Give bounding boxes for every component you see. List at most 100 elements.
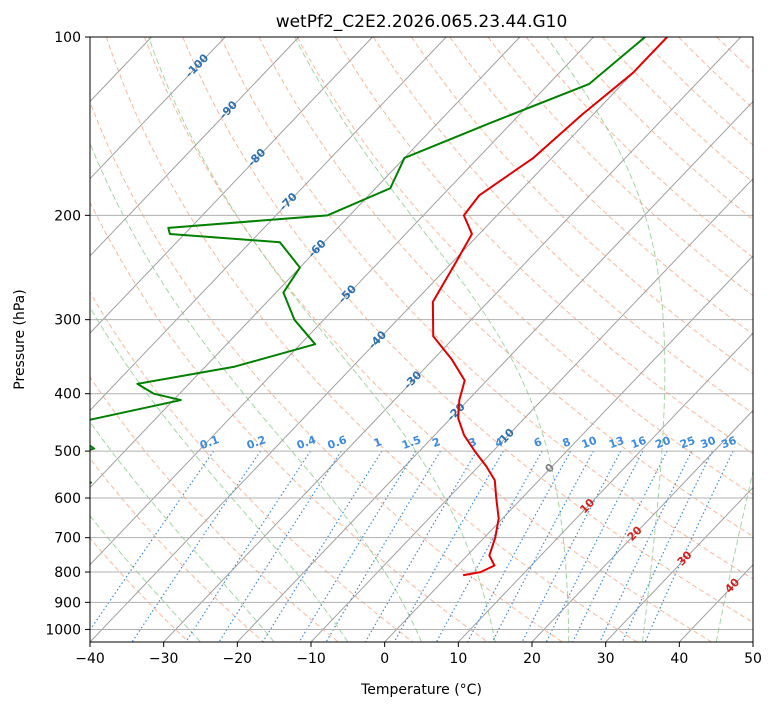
mixing-ratio-label: 0.4 xyxy=(295,433,318,452)
mixing-ratio-line xyxy=(521,450,622,642)
x-tick-label: 20 xyxy=(523,651,541,667)
isotherm-line xyxy=(90,37,668,642)
isotherm-line xyxy=(457,332,753,642)
mixing-ratio-label: 10 xyxy=(580,434,599,452)
mixing-ratio-label: 1 xyxy=(372,435,384,450)
y-tick-label: 300 xyxy=(54,313,81,329)
moist-adiabat-line xyxy=(90,142,422,642)
x-tick-label: 0 xyxy=(380,651,389,667)
mixing-ratio-label: 20 xyxy=(653,434,672,452)
isotherm-line xyxy=(384,255,753,642)
dry-adiabat-line xyxy=(90,376,339,642)
plot-frame xyxy=(89,36,754,643)
mixing-ratio-lines xyxy=(90,450,734,642)
plot-area: -100-90-80-70-60-50-40-30-20-10010203040… xyxy=(90,37,753,642)
mixing-ratio-line xyxy=(491,450,594,642)
y-tick-label: 900 xyxy=(54,595,81,611)
moist-adiabat-line xyxy=(294,37,570,642)
x-tick-label: −10 xyxy=(296,651,326,667)
dry-adiabat-line xyxy=(487,37,753,297)
mixing-ratio-line xyxy=(466,450,572,642)
profile-series xyxy=(90,37,668,577)
dry-adiabat-line xyxy=(373,37,753,414)
mixing-ratio-label: 4 xyxy=(493,435,505,450)
mixing-ratio-label: 16 xyxy=(629,434,648,452)
moist-adiabats xyxy=(90,37,753,642)
x-axis-ticks: −40 −30 −20 −10 0 10 20 30 40 50 xyxy=(75,642,762,667)
x-tick-label: 40 xyxy=(670,651,688,667)
dry-adiabat-line xyxy=(296,37,753,496)
mixing-ratio-line xyxy=(572,450,668,642)
y-axis-label: Pressure (hPa) xyxy=(12,289,28,389)
mixing-ratio-label: 3 xyxy=(467,435,479,450)
dry-adiabat-line xyxy=(449,37,753,335)
isotherms xyxy=(90,37,753,642)
moist-adiabat-line xyxy=(90,515,201,642)
mixing-ratio-line xyxy=(185,450,311,642)
mixing-ratio-label: 0.1 xyxy=(198,433,221,452)
moist-adiabat-line xyxy=(546,37,666,642)
mixing-ratio-label: 25 xyxy=(678,434,697,451)
mixing-ratio-label: 2 xyxy=(430,435,442,450)
y-tick-label: 800 xyxy=(54,565,81,581)
mixing-ratio-line xyxy=(644,450,734,642)
chart-title: wetPf2_C2E2.2026.065.23.44.G10 xyxy=(276,12,568,32)
mixing-ratio-labels: 0.1 0.2 0.4 0.6 1 1.5 2 3 4 6 8 10 13 16 20 25 30 36 xyxy=(198,433,738,452)
isotherm-line xyxy=(90,37,373,334)
dry-adiabat-line xyxy=(334,37,753,455)
isotherm-line xyxy=(90,37,447,412)
mixing-ratio-label: 0.2 xyxy=(245,433,268,452)
moist-adiabat-line xyxy=(715,469,753,642)
dry-adiabat-line xyxy=(90,457,264,642)
isotherm-line xyxy=(90,37,300,257)
isotherm-line xyxy=(90,37,226,180)
x-tick-label: 50 xyxy=(744,651,762,667)
dry-adiabat-line xyxy=(144,37,712,642)
mixing-ratio-label: 6 xyxy=(532,435,544,450)
isotherm-line xyxy=(236,100,753,642)
isotherm-line xyxy=(90,37,521,489)
pressure-gridlines xyxy=(90,37,753,630)
mixing-ratio-line xyxy=(262,450,383,642)
x-tick-label: −30 xyxy=(149,651,179,667)
x-tick-label: −20 xyxy=(223,651,253,667)
dry-adiabat-line xyxy=(411,37,753,375)
moist-adiabat-line xyxy=(90,306,349,642)
temperature-profile-line xyxy=(431,37,668,577)
y-tick-label: 700 xyxy=(54,531,81,547)
isotherm-line xyxy=(531,409,753,642)
moist-adiabat-line xyxy=(90,421,275,642)
y-tick-label: 200 xyxy=(54,208,81,224)
x-tick-label: 10 xyxy=(449,651,467,667)
mixing-ratio-line xyxy=(621,450,713,642)
isotherm-line xyxy=(163,37,742,642)
mixing-ratio-line xyxy=(131,450,261,642)
isotherm-line xyxy=(90,37,594,566)
y-tick-label: 1000 xyxy=(45,622,81,638)
mixing-ratio-label: 13 xyxy=(607,434,626,451)
mixing-ratio-label: 30 xyxy=(699,434,718,452)
dry-adiabat-line xyxy=(90,201,488,642)
mixing-ratio-line xyxy=(298,450,417,642)
isotherm-line xyxy=(310,177,753,642)
mixing-ratio-line xyxy=(545,450,644,642)
y-axis-ticks: 100 200 300 400 500 600 700 800 900 1000 xyxy=(45,30,90,638)
moist-adiabat-line xyxy=(147,37,496,642)
mixing-ratio-line xyxy=(90,450,215,632)
mixing-ratio-line xyxy=(599,450,693,642)
dry-adiabat-line xyxy=(90,100,563,642)
mixing-ratio-label: 36 xyxy=(719,434,738,452)
mixing-ratio-label: 8 xyxy=(561,435,573,450)
dry-adiabat-line xyxy=(105,37,638,642)
isotherm-line xyxy=(605,486,753,642)
y-tick-label: 400 xyxy=(54,387,81,403)
x-tick-label: 30 xyxy=(597,651,615,667)
y-tick-label: 600 xyxy=(54,491,81,507)
y-tick-label: 500 xyxy=(54,444,81,460)
mixing-ratio-line xyxy=(435,450,543,642)
x-tick-label: −40 xyxy=(75,651,105,667)
mixing-ratio-label: 0.6 xyxy=(326,433,349,452)
dewpoint-profile-line xyxy=(90,37,646,484)
mixing-ratio-line xyxy=(393,450,504,642)
